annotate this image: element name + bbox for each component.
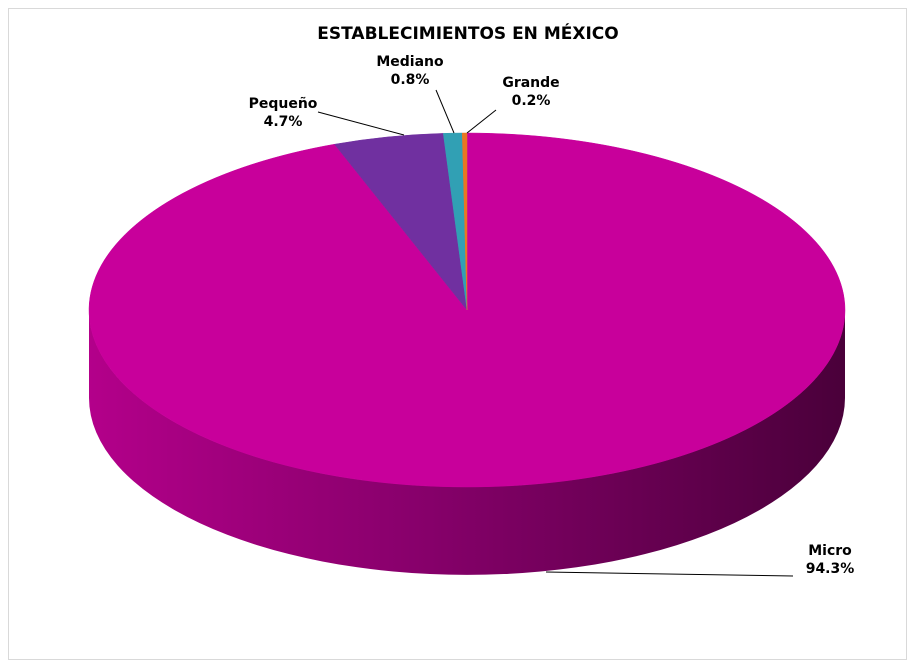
leader-line-grande (466, 109, 497, 134)
leader-line-mediano (435, 89, 455, 134)
data-label-mediano-name: Mediano (376, 54, 444, 70)
pie-side-wall (89, 310, 845, 575)
leader-lines (317, 89, 794, 577)
pie-top (88, 132, 846, 488)
chart-title: ESTABLECIMIENTOS EN MÉXICO (317, 22, 618, 44)
data-labels: Micro 94.3% Pequeño 4.7% Mediano 0.8% Grande 0.… (249, 54, 855, 577)
data-label-pequeno-name: Pequeño (249, 96, 318, 112)
leader-line-micro (545, 571, 794, 577)
data-label-grande-name: Grande (502, 75, 559, 91)
data-label-grande-value: 0.2% (512, 93, 551, 109)
data-label-mediano-value: 0.8% (391, 72, 430, 88)
data-label-micro-value: 94.3% (806, 561, 855, 577)
pie-slice-grande (461, 132, 468, 311)
data-label-micro-name: Micro (808, 543, 852, 559)
leader-line-pequeno (317, 111, 405, 136)
data-label-pequeno-value: 4.7% (264, 114, 303, 130)
pie-side-micro (89, 310, 845, 575)
